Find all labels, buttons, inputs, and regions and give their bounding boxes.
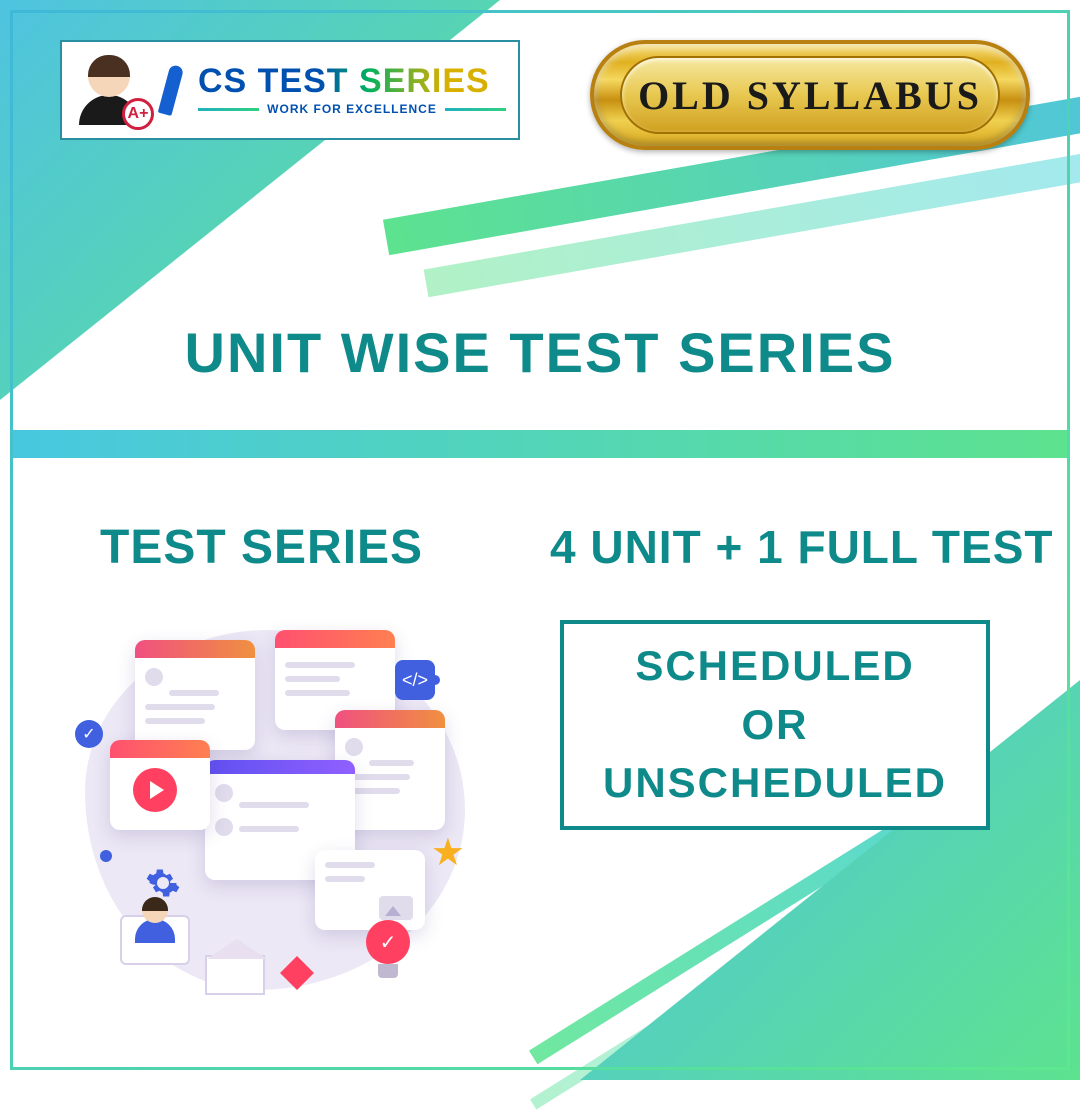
grade-badge: A+ (122, 98, 154, 130)
dot-icon (430, 675, 440, 685)
logo-title: CS TEST SERIES (198, 64, 506, 98)
divider-bar (13, 430, 1067, 458)
schedule-line-1: SCHEDULED (635, 637, 914, 696)
pen-icon (156, 55, 186, 125)
star-icon: ★ (431, 830, 465, 875)
tagline-rule-left (198, 108, 259, 111)
code-icon: </> (395, 660, 435, 700)
illustration-cluster: </> ✓ ★ ✓ (55, 600, 495, 1020)
syllabus-badge: OLD SYLLABUS (590, 40, 1030, 150)
sub-heading-left: TEST SERIES (100, 520, 423, 575)
schedule-line-2: OR (742, 696, 809, 755)
tagline-rule-right (445, 108, 506, 111)
play-icon (133, 768, 177, 812)
check-icon: ✓ (75, 720, 103, 748)
ui-card-image-icon (315, 850, 425, 930)
syllabus-badge-text: OLD SYLLABUS (638, 72, 982, 119)
lightbulb-icon: ✓ (366, 920, 410, 980)
person-screen-icon (120, 885, 190, 965)
envelope-icon (205, 955, 265, 995)
dot-icon (100, 850, 112, 862)
ui-card-icon (135, 640, 255, 750)
schedule-line-3: UNSCHEDULED (603, 754, 947, 813)
logo-tagline: WORK FOR EXCELLENCE (267, 102, 437, 116)
logo-box: A+ CS TEST SERIES WORK FOR EXCELLENCE (60, 40, 520, 140)
schedule-box: SCHEDULED OR UNSCHEDULED (560, 620, 990, 830)
sub-heading-right: 4 UNIT + 1 FULL TEST (550, 520, 1054, 574)
main-heading: UNIT WISE TEST SERIES (0, 320, 1080, 385)
logo-avatar-icon: A+ (74, 55, 144, 125)
